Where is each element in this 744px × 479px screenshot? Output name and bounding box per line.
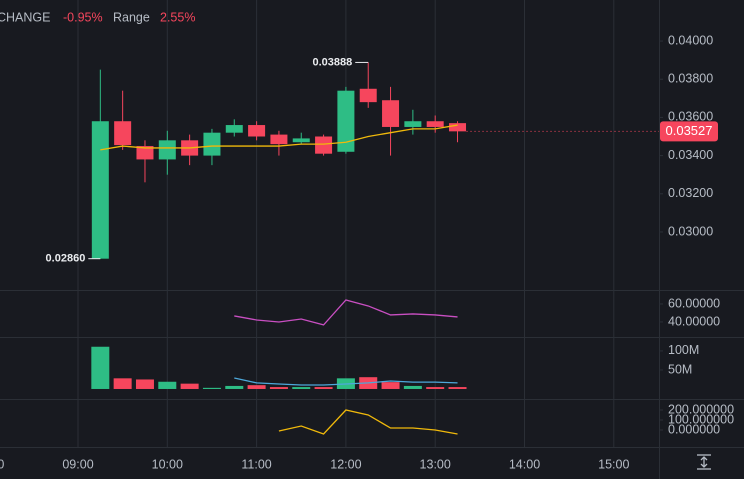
x-tick-label: 15:00: [598, 457, 629, 471]
volume-bar: [247, 385, 266, 389]
reset-button[interactable]: [697, 454, 711, 470]
volume-bar: [225, 385, 244, 389]
candle-body: [404, 121, 422, 127]
x-tick-label: 14:00: [509, 457, 540, 471]
volume-bar: [202, 387, 221, 389]
volume-bar: [448, 387, 467, 389]
y-tick-label: 100.000000: [668, 412, 734, 426]
change-value: -0.95%: [63, 10, 103, 24]
candle-body: [426, 121, 444, 127]
volume-bar: [381, 382, 400, 389]
candle-body: [158, 140, 176, 160]
candle-body: [225, 125, 243, 133]
moving-average: [100, 124, 458, 151]
volume-bar: [426, 387, 445, 389]
volume-bar: [158, 381, 177, 389]
candle-body: [382, 100, 400, 127]
x-tick-label: 09:00: [62, 457, 93, 471]
candle-body: [292, 138, 310, 143]
candle-body: [91, 121, 109, 259]
candle-body: [270, 134, 288, 145]
volume-bar: [113, 378, 132, 389]
volume-bar: [180, 383, 199, 389]
y-tick-label: 0.000000: [668, 422, 720, 436]
candle-body: [337, 90, 355, 152]
high-label: 0.03888: [312, 56, 352, 68]
candle-body: [114, 121, 132, 146]
last-price-label: 0.03527: [666, 123, 713, 138]
y-tick-label: 60.00000: [668, 296, 720, 310]
y-tick-label: 40.00000: [668, 314, 720, 328]
candle-body: [136, 146, 154, 160]
candle-body: [248, 125, 266, 137]
change-label: CHANGE: [0, 10, 50, 24]
y-tick-label: 100M: [668, 343, 699, 357]
volume-bar: [269, 387, 288, 389]
candle-body: [315, 136, 333, 154]
x-tick-label: 13:00: [420, 457, 451, 471]
range-value: 2.55%: [160, 10, 195, 24]
y-tick-label: 0.04000: [668, 33, 713, 47]
x-tick-label: 10:00: [152, 457, 183, 471]
volume-bar: [292, 387, 311, 389]
volume-bar: [135, 379, 154, 389]
x-tick-label: 12:00: [330, 457, 361, 471]
x-tick-label: 11:00: [241, 457, 271, 471]
volume-bar: [403, 385, 422, 389]
volume-average: [234, 377, 458, 386]
volume-bar: [314, 387, 333, 389]
candle-body: [203, 132, 221, 156]
indicator-line: [278, 409, 458, 435]
volume-bar: [91, 346, 110, 389]
indicator-line: [234, 299, 458, 326]
y-tick-label: 0.03400: [668, 148, 713, 162]
y-tick-label: 0.03600: [668, 110, 713, 124]
y-tick-label: 50M: [668, 362, 692, 376]
range-label: Range: [113, 10, 150, 24]
candle-body: [359, 88, 377, 103]
low-label: 0.02860: [46, 253, 86, 265]
y-tick-label: 0.03000: [668, 224, 713, 238]
last-price-box: [660, 121, 718, 142]
y-tick-label: 200.000000: [668, 402, 734, 416]
y-tick-label: 0.03800: [668, 72, 713, 86]
y-tick-label: 0.03200: [668, 186, 713, 200]
x-tick-label: 08:00: [0, 457, 4, 471]
candle-body: [449, 123, 467, 132]
